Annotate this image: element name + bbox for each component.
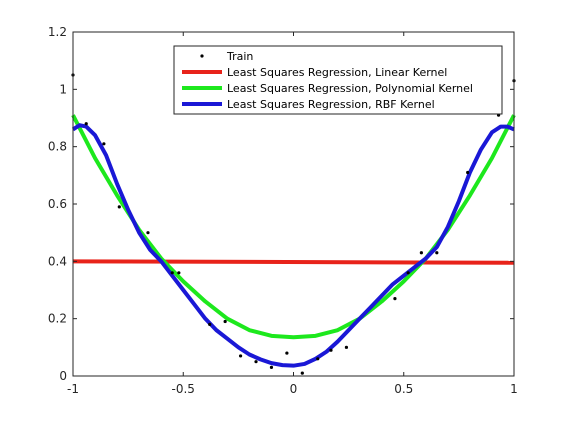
- train-point: [254, 360, 258, 364]
- legend-label-3: Least Squares Regression, RBF Kernel: [227, 98, 435, 111]
- x-tick-label: 0: [290, 382, 298, 396]
- x-tick-label: -1: [67, 382, 79, 396]
- y-tick-label: 0.2: [48, 312, 67, 326]
- y-tick-label: 0.8: [48, 140, 67, 154]
- train-point: [208, 322, 212, 326]
- train-point: [344, 345, 349, 349]
- train-point: [435, 251, 439, 255]
- legend-box: [173, 45, 503, 115]
- series-line-1: [72, 259, 515, 265]
- y-tick-label: 0.6: [48, 197, 67, 211]
- legend-marker-0: [200, 54, 204, 58]
- train-point: [466, 170, 470, 175]
- train-point: [146, 231, 150, 235]
- train-point: [170, 271, 174, 275]
- y-tick-label: 0: [59, 369, 67, 383]
- train-point: [223, 319, 227, 324]
- train-point: [329, 348, 333, 352]
- train-point: [285, 351, 289, 355]
- legend: Train Least Squares Regression, Linear Ke…: [173, 45, 503, 115]
- y-tick-label: 0.4: [48, 254, 67, 268]
- axes: -1 -0.5 0 0.5 1 0 0.2 0.4 0.6 0.8 1 1.2: [48, 25, 518, 396]
- train-point: [406, 271, 410, 275]
- legend-label-1: Least Squares Regression, Linear Kernel: [227, 66, 447, 79]
- plot-area: [71, 73, 516, 375]
- x-tick-label: -0.5: [172, 382, 195, 396]
- train-point: [269, 365, 274, 369]
- train-point: [316, 357, 320, 361]
- train-point: [300, 371, 304, 375]
- y-tick-label: 1.2: [48, 25, 67, 39]
- y-tick-label: 1: [59, 82, 67, 96]
- train-point: [419, 251, 423, 255]
- legend-label-0: Train: [226, 50, 253, 63]
- train-point: [102, 142, 106, 146]
- train-point: [117, 205, 121, 209]
- train-point: [177, 271, 181, 275]
- x-tick-label: 0.5: [394, 382, 413, 396]
- x-tick-label: 1: [510, 382, 518, 396]
- train-point: [84, 122, 88, 126]
- series-line-3: [71, 123, 515, 368]
- train-point: [238, 354, 243, 358]
- legend-label-2: Least Squares Regression, Polynomial Ker…: [227, 82, 473, 95]
- train-point: [393, 297, 397, 301]
